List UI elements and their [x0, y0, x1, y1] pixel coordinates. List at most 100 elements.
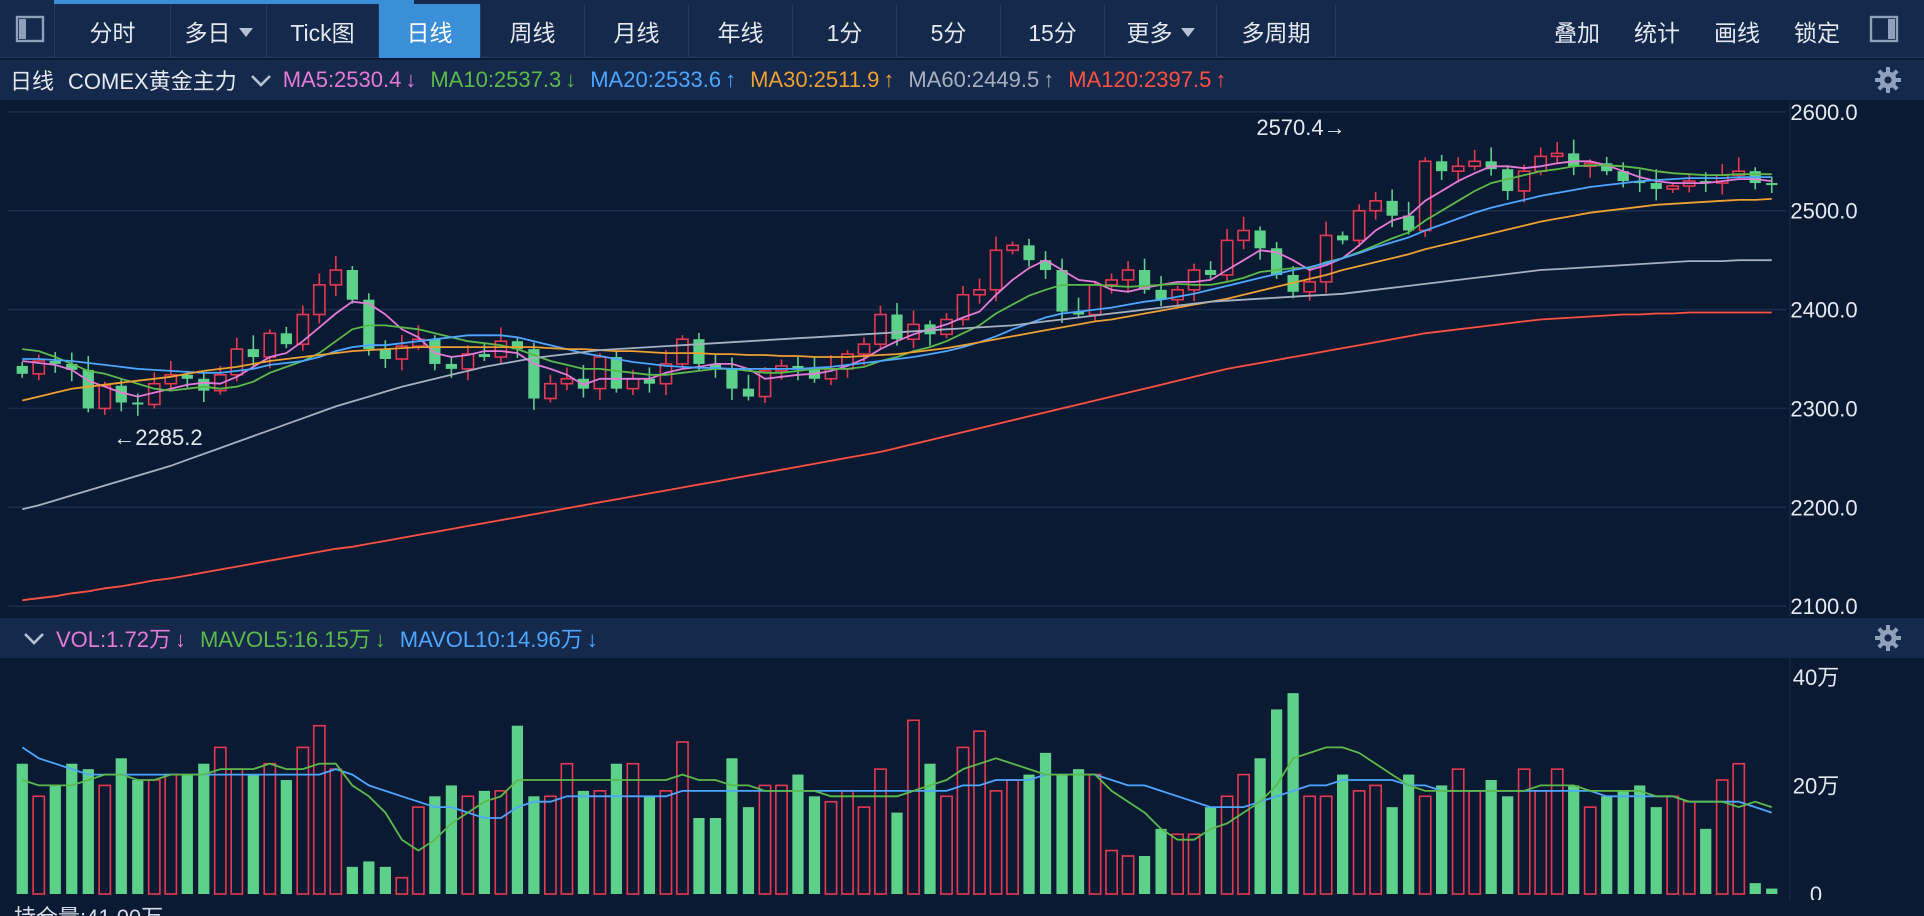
candle-body-down — [1138, 270, 1151, 290]
candle-body-up — [1468, 160, 1482, 168]
right-panel-toggle-button[interactable] — [1862, 8, 1906, 50]
volume-bar-up — [164, 773, 178, 895]
candle-body-up — [1369, 200, 1383, 212]
candle-body-up — [874, 313, 887, 345]
volume-bar-up — [1715, 779, 1729, 895]
candle-body-down — [511, 341, 524, 350]
volume-bar-up — [824, 800, 838, 895]
candle-body-up — [593, 356, 607, 390]
candle-body-up — [1237, 229, 1251, 242]
tab-15min[interactable]: 15分 — [1000, 4, 1104, 58]
volume-bar-down — [1502, 796, 1514, 894]
tab-5min[interactable]: 5分 — [896, 4, 1000, 58]
tab-label: 多日 — [184, 20, 231, 46]
gear-icon[interactable] — [1874, 624, 1902, 652]
tab-intraday[interactable]: 分时 — [54, 4, 170, 58]
volume-legend: VOL:1.72万 ↓ MAVOL5:16.15万 ↓ MAVOL10:14.96万 ↓ — [0, 618, 1924, 658]
volume-bar-down — [1436, 785, 1448, 894]
left-panel-toggle-button[interactable] — [8, 8, 52, 50]
candle-body-up — [1220, 239, 1234, 276]
volume-bar-down — [1155, 828, 1167, 894]
tab-multi-day[interactable]: 多日 — [170, 4, 266, 58]
trend-arrow: ↓ — [374, 627, 386, 652]
price-chart-panel[interactable]: 2600.0 2500.0 2400.0 2300.0 2200.0 2100.0 2570… — [8, 100, 1910, 619]
volume-chart-panel[interactable]: 40万 20万 0 — [8, 658, 1910, 907]
ma10-line — [22, 164, 1772, 392]
volume-bar-up — [543, 795, 557, 895]
tab-label: 更多 — [1126, 20, 1173, 46]
chevron-down-icon[interactable] — [20, 627, 48, 649]
candle-body-down — [247, 349, 259, 358]
candle-body-up — [98, 384, 112, 410]
tab-monthly[interactable]: 月线 — [584, 4, 688, 58]
candle-body-down — [115, 385, 127, 403]
legend-value: MA30:2511.9 — [750, 67, 880, 92]
tab-yearly[interactable]: 年线 — [688, 4, 792, 58]
gear-icon[interactable] — [1874, 66, 1902, 94]
volume-bar-down — [1254, 758, 1266, 894]
tab-daily[interactable]: 日线 — [378, 4, 480, 58]
overlay-button[interactable]: 叠加 — [1536, 4, 1618, 58]
trend-arrow: ↑ — [1043, 67, 1055, 92]
candle-body-up — [857, 343, 871, 355]
volume-bar-down — [429, 796, 441, 894]
statistics-button[interactable]: 统计 — [1616, 4, 1698, 58]
candle-body-up — [263, 332, 277, 358]
volume-bar-up — [593, 790, 607, 895]
tab-more[interactable]: 更多 — [1104, 4, 1216, 58]
candle-body-up — [1732, 170, 1746, 176]
volume-bar-up — [560, 762, 574, 895]
panel-right-icon — [1869, 15, 1899, 43]
candle-body-down — [1766, 183, 1778, 186]
draw-line-button[interactable]: 画线 — [1696, 4, 1778, 58]
volume-bar-down — [247, 774, 259, 894]
volume-bar-up — [296, 746, 310, 895]
volume-bar-up — [1468, 790, 1482, 895]
y-tick-label: 2200.0 — [1790, 495, 1857, 520]
volume-bar-up — [98, 784, 112, 895]
candle-body-down — [445, 363, 457, 369]
volume-bar-down — [115, 758, 127, 894]
ma30-line — [22, 198, 1772, 402]
volume-bar-down — [1403, 774, 1415, 894]
volume-bar-up — [1006, 779, 1019, 895]
volume-bar-up — [1220, 795, 1234, 895]
button-label: 画线 — [1714, 20, 1760, 46]
tab-1min[interactable]: 1分 — [792, 4, 896, 58]
tab-tick[interactable]: Tick图 — [266, 4, 378, 58]
volume-bar-up — [461, 795, 475, 895]
candle-body-up — [296, 313, 310, 345]
candle-body-up — [1006, 244, 1019, 252]
trend-arrow: ↑ — [1215, 67, 1227, 92]
chevron-down-icon[interactable] — [247, 69, 275, 91]
ma60-line — [22, 259, 1772, 511]
volume-bar-up — [775, 784, 788, 895]
volume-bar-up — [659, 790, 673, 895]
tab-label: 1分 — [826, 20, 863, 46]
legend-value: MA5:2530.4 — [282, 67, 402, 92]
candle-body-down — [1650, 183, 1662, 189]
volume-bar-up — [1369, 784, 1383, 895]
candle-body-down — [346, 270, 358, 300]
tab-weekly[interactable]: 周线 — [480, 4, 584, 58]
candle-body-up — [164, 374, 178, 385]
volume-bar-up — [1303, 795, 1317, 895]
volume-bar-chart[interactable]: 40万 20万 0 — [8, 658, 1910, 907]
tab-label: 年线 — [717, 20, 764, 46]
candle-body-down — [1254, 230, 1266, 249]
tab-label: 周线 — [509, 20, 556, 46]
volume-bar-down — [808, 796, 821, 894]
volume-bar-up — [907, 719, 920, 895]
lock-button[interactable]: 锁定 — [1776, 4, 1858, 58]
candlestick-chart[interactable]: 2600.0 2500.0 2400.0 2300.0 2200.0 2100.0 2570… — [8, 100, 1910, 619]
candle-body-down — [1386, 200, 1398, 216]
volume-bar-up — [940, 795, 953, 895]
tab-multi-period[interactable]: 多周期 — [1216, 4, 1336, 58]
legend-value: MA10:2537.3 — [430, 67, 562, 92]
volume-bar-down — [726, 758, 738, 894]
button-label: 叠加 — [1554, 20, 1600, 46]
volume-bar-down — [1270, 709, 1283, 894]
ma20-line — [22, 176, 1772, 374]
volume-bar-down — [643, 796, 656, 894]
tab-label: 分时 — [89, 20, 136, 46]
